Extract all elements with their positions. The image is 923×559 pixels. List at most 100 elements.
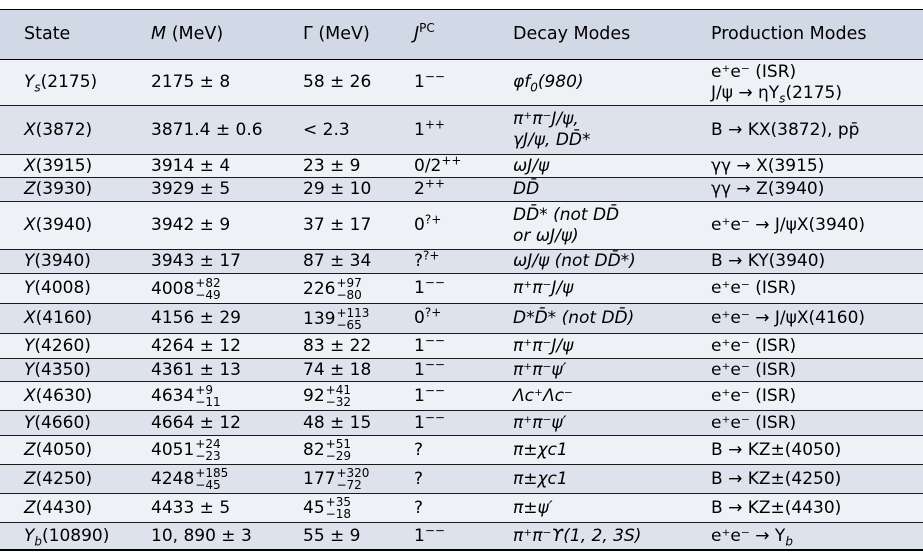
- production-line: B → KZ±(4430): [711, 498, 841, 519]
- state-name: Z(4430): [24, 498, 92, 519]
- decay-text: φf: [513, 72, 531, 92]
- mass-cell: 2175 ± 8: [151, 60, 230, 105]
- jpc-value: 1−−: [414, 411, 445, 434]
- jpc-cell: ??+: [414, 249, 439, 273]
- width-cell: 226 +97 −80: [303, 274, 362, 303]
- state-cell: Y(4350): [24, 359, 91, 381]
- state-mass-label: (4008): [34, 278, 91, 298]
- width-value: 48 ± 15: [303, 413, 371, 434]
- width-err-down: −18: [325, 507, 351, 521]
- production-subscript: s: [779, 90, 786, 105]
- decay-cell: π±ψ′: [513, 494, 553, 522]
- width-errors: +41 −32: [326, 384, 351, 408]
- production-cell: e⁺e⁻ (ISR): [711, 382, 796, 410]
- width-value: < 2.3: [303, 120, 350, 141]
- jpc-base: 1: [414, 278, 425, 298]
- decay-subscript: 0: [530, 80, 538, 95]
- mass-cell: 4634 +9 −11: [151, 382, 221, 410]
- state-mass-label: (3940): [35, 215, 93, 235]
- mass-cell: 4361 ± 13: [151, 359, 241, 381]
- decay-line: π±χc1: [513, 468, 568, 489]
- state-mass-label: (4350): [34, 359, 91, 380]
- table-row: X(3872) 3871.4 ± 0.6 < 2.3 1++ π⁺π⁻J/ψ, γJ/ψ,…: [0, 106, 923, 155]
- decay-cell: Λc⁺Λc⁻: [513, 382, 573, 410]
- state-symbol: Z: [24, 179, 36, 199]
- production-cell: B → KY(3940): [711, 250, 825, 273]
- width-err-down: −80: [336, 287, 362, 302]
- state-cell: Y(4008): [24, 274, 91, 303]
- mass-errors: +82 −49: [195, 277, 220, 301]
- table-row: Y(4008) 4008 +82 −49 226 +97 −80 1−− π⁺π⁻J/ψ e⁺e⁻…: [0, 274, 923, 304]
- mass-value: 4051 +24 −23: [151, 438, 221, 462]
- jpc-base: ?: [414, 439, 424, 460]
- jpc-superscript: −−: [424, 382, 445, 397]
- jpc-cell: 0?+: [414, 202, 441, 249]
- header-jpc-sup: PC: [419, 21, 435, 36]
- state-symbol: Z: [24, 439, 36, 460]
- width-cell: 82 +51 −29: [303, 436, 351, 464]
- state-symbol: Y: [24, 72, 35, 92]
- production-line: e⁺e⁻ (ISR): [711, 278, 796, 299]
- decay-line: π±ψ′: [513, 497, 553, 518]
- mass-value: 10, 890 ± 3: [151, 526, 252, 547]
- mass-value: 4008 +82 −49: [151, 277, 221, 301]
- jpc-superscript: −−: [424, 522, 445, 537]
- decay-cell: π⁺π⁻ϒ(1, 2, 3S): [513, 523, 641, 549]
- width-cell: < 2.3: [303, 106, 350, 154]
- jpc-value: 1++: [414, 118, 445, 141]
- decay-line: π⁺π⁻J/ψ: [513, 278, 574, 298]
- jpc-base: 1: [414, 412, 425, 433]
- width-central: 55 ± 9: [303, 525, 361, 546]
- decay-line: γJ/ψ, DD̄*: [513, 130, 591, 150]
- production-cell: e⁺e⁻ (ISR) J/ψ → ηYs(2175): [711, 60, 842, 105]
- state-mass-label: (3940): [34, 251, 91, 271]
- production-line: e⁺e⁻ (ISR): [711, 386, 796, 407]
- width-value: 177 +320 −72: [303, 467, 369, 491]
- mass-err-up: +185: [195, 466, 229, 480]
- state-symbol: Y: [24, 525, 35, 546]
- production-line: J/ψ → ηYs(2175): [711, 83, 842, 104]
- width-value: 23 ± 9: [303, 156, 361, 177]
- state-cell: X(3872): [24, 106, 92, 154]
- jpc-base: 1: [414, 335, 425, 356]
- width-cell: 139 +113 −65: [303, 304, 369, 333]
- mass-central: 4634: [151, 386, 195, 406]
- jpc-base: ?: [414, 497, 424, 518]
- production-cell: e⁺e⁻ → Yb: [711, 523, 793, 549]
- width-value: 74 ± 18: [303, 360, 371, 381]
- production-line: e⁺e⁻ (ISR): [711, 336, 796, 357]
- state-mass-label: (4260): [34, 335, 91, 356]
- table-row: Ys(2175) 2175 ± 8 58 ± 26 1−− φf0(980) e⁺e⁻ (…: [0, 60, 923, 106]
- state-mass-label: (3930): [35, 179, 93, 199]
- jpc-base: 1: [414, 525, 425, 546]
- jpc-base: 1: [414, 119, 425, 140]
- mass-err-up: +24: [195, 437, 221, 451]
- decay-cell: π⁺π⁻J/ψ: [513, 274, 573, 303]
- decay-cell: π⁺π⁻ψ′: [513, 411, 567, 435]
- jpc-superscript: −−: [424, 356, 445, 371]
- mass-value: 4664 ± 12: [151, 413, 241, 434]
- production-cell: γγ → X(3915): [711, 155, 824, 177]
- width-value: 87 ± 34: [303, 251, 371, 272]
- production-text: e⁺e⁻ (ISR): [711, 278, 797, 298]
- production-line: e⁺e⁻ (ISR): [711, 62, 842, 83]
- decay-line: ωJ/ψ (not DD̄*): [513, 251, 636, 271]
- mass-err-down: −11: [195, 395, 221, 409]
- production-line: B → KY(3940): [711, 251, 825, 272]
- state-name: Y(4660): [24, 413, 91, 434]
- width-cell: 48 ± 15: [303, 411, 371, 435]
- width-cell: 29 ± 10: [303, 178, 371, 201]
- decay-line: ωJ/ψ: [513, 155, 550, 176]
- width-central: 48 ± 15: [303, 412, 372, 433]
- production-cell: e⁺e⁻ → J/ψX(3940): [711, 202, 865, 249]
- jpc-superscript: ?+: [424, 305, 442, 320]
- production-line: e⁺e⁻ → Yb: [711, 526, 793, 547]
- mass-cell: 4156 ± 29: [151, 304, 241, 333]
- mass-central: 4156 ± 29: [151, 308, 241, 328]
- header-jpc: J: [414, 24, 420, 44]
- mass-err-down: −49: [195, 287, 221, 302]
- width-cell: 55 ± 9: [303, 523, 361, 549]
- decay-line: π⁺π⁻J/ψ: [513, 335, 574, 356]
- mass-central: 4264 ± 12: [151, 335, 241, 356]
- production-line: e⁺e⁻ (ISR): [711, 360, 796, 381]
